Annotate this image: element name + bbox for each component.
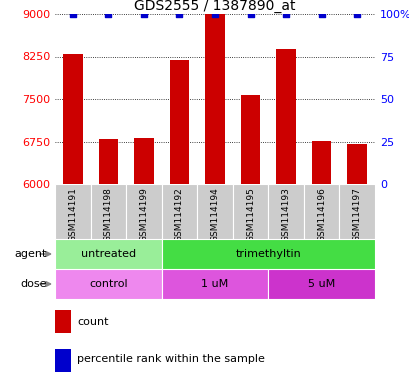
Bar bbox=[55, 239, 161, 269]
Text: agent: agent bbox=[14, 249, 47, 259]
Bar bbox=[161, 239, 374, 269]
Bar bbox=[161, 184, 197, 239]
Text: count: count bbox=[77, 317, 109, 327]
Bar bbox=[267, 269, 374, 299]
Bar bbox=[267, 184, 303, 239]
Text: GSM114199: GSM114199 bbox=[139, 187, 148, 242]
Text: GSM114197: GSM114197 bbox=[352, 187, 361, 242]
Text: GSM114198: GSM114198 bbox=[103, 187, 112, 242]
Text: GSM114195: GSM114195 bbox=[245, 187, 254, 242]
Bar bbox=[55, 310, 71, 333]
Point bbox=[282, 11, 289, 17]
Bar bbox=[90, 184, 126, 239]
Point bbox=[211, 11, 218, 17]
Bar bbox=[134, 137, 153, 184]
Bar bbox=[276, 49, 295, 184]
Bar bbox=[205, 0, 224, 184]
Text: percentile rank within the sample: percentile rank within the sample bbox=[77, 354, 265, 364]
Text: trimethyltin: trimethyltin bbox=[235, 249, 301, 259]
Bar bbox=[55, 349, 71, 372]
Text: GSM114192: GSM114192 bbox=[175, 187, 184, 242]
Bar bbox=[55, 184, 90, 239]
Bar bbox=[98, 139, 118, 184]
Point bbox=[318, 11, 324, 17]
Point bbox=[105, 11, 111, 17]
Bar bbox=[197, 184, 232, 239]
Text: dose: dose bbox=[20, 279, 47, 289]
Bar bbox=[55, 269, 161, 299]
Text: GSM114191: GSM114191 bbox=[68, 187, 77, 242]
Bar bbox=[161, 269, 267, 299]
Bar bbox=[339, 184, 374, 239]
Title: GDS2555 / 1387890_at: GDS2555 / 1387890_at bbox=[134, 0, 295, 13]
Bar bbox=[346, 144, 366, 184]
Text: 5 uM: 5 uM bbox=[307, 279, 335, 289]
Point bbox=[353, 11, 360, 17]
Bar bbox=[169, 60, 189, 184]
Text: GSM114196: GSM114196 bbox=[317, 187, 326, 242]
Point bbox=[247, 11, 253, 17]
Point bbox=[70, 11, 76, 17]
Bar bbox=[232, 184, 267, 239]
Point bbox=[140, 11, 147, 17]
Bar bbox=[303, 184, 339, 239]
Text: GSM114194: GSM114194 bbox=[210, 187, 219, 242]
Bar bbox=[311, 141, 330, 184]
Text: untreated: untreated bbox=[81, 249, 135, 259]
Text: control: control bbox=[89, 279, 127, 289]
Text: 1 uM: 1 uM bbox=[201, 279, 228, 289]
Bar bbox=[63, 54, 82, 184]
Text: GSM114193: GSM114193 bbox=[281, 187, 290, 242]
Bar bbox=[126, 184, 161, 239]
Bar bbox=[240, 95, 260, 184]
Point bbox=[176, 11, 182, 17]
